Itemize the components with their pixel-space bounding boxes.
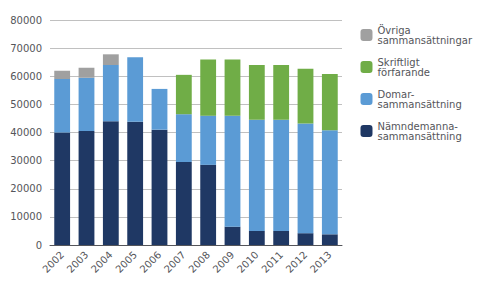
svg-text:2009: 2009	[211, 249, 237, 275]
svg-text:70000: 70000	[10, 43, 42, 54]
svg-text:30000: 30000	[10, 155, 42, 166]
svg-text:80000: 80000	[10, 15, 42, 26]
svg-text:2008: 2008	[186, 249, 212, 275]
svg-text:50000: 50000	[10, 99, 42, 110]
svg-text:0: 0	[36, 240, 42, 251]
svg-text:Nämndemanna-: Nämndemanna-	[377, 120, 458, 132]
svg-text:2004: 2004	[89, 249, 115, 275]
svg-text:sammansättning: sammansättning	[377, 99, 461, 110]
svg-text:2003: 2003	[65, 249, 91, 275]
svg-text:Skriftligt: Skriftligt	[377, 56, 420, 68]
svg-text:2011: 2011	[259, 249, 285, 275]
svg-text:2002: 2002	[40, 249, 66, 275]
svg-text:sammansättningar: sammansättningar	[377, 35, 472, 46]
svg-text:sammansättning: sammansättning	[377, 131, 461, 142]
svg-text:40000: 40000	[10, 127, 42, 138]
svg-text:Övriga: Övriga	[377, 24, 411, 36]
svg-text:2005: 2005	[113, 249, 139, 275]
svg-text:2006: 2006	[138, 249, 164, 275]
svg-text:förfarande: förfarande	[377, 67, 429, 78]
svg-text:2012: 2012	[284, 249, 310, 275]
svg-text:60000: 60000	[10, 71, 42, 82]
svg-text:2007: 2007	[162, 249, 188, 275]
svg-text:10000: 10000	[10, 211, 42, 222]
svg-text:2013: 2013	[308, 249, 334, 275]
svg-text:2010: 2010	[235, 249, 261, 275]
svg-text:Domar-: Domar-	[377, 88, 415, 100]
svg-text:20000: 20000	[10, 183, 42, 194]
